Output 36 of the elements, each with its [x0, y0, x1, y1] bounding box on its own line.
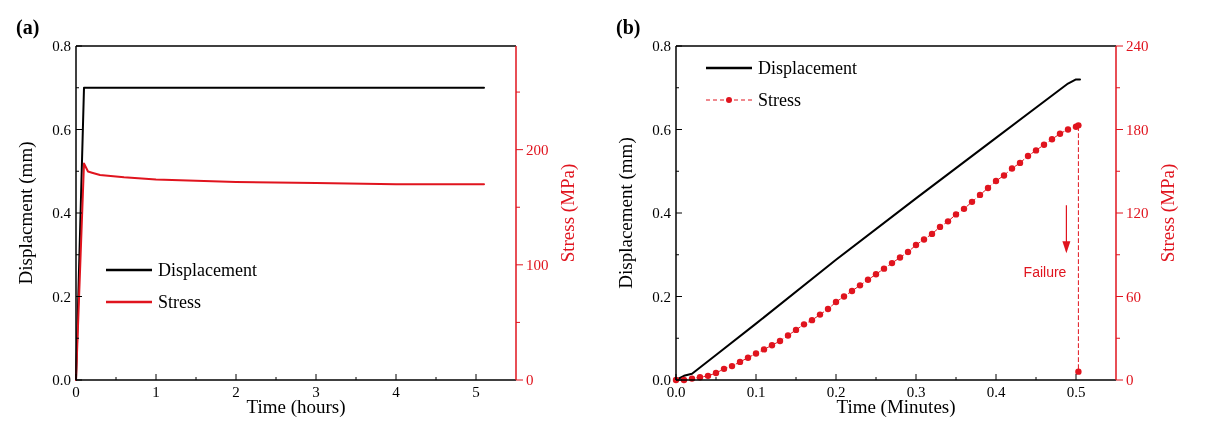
y2-tick-label: 60: [1126, 288, 1141, 305]
chart-title: (b): [616, 16, 641, 39]
annotation: Failure: [1023, 264, 1067, 281]
y2-tick-label: 0: [526, 372, 534, 388]
y-tick-label: 0.2: [52, 288, 71, 305]
y-tick-label: 0.8: [652, 38, 671, 54]
y-tick-label: 0.4: [52, 205, 72, 221]
y2-tick-label: 240: [1126, 38, 1149, 54]
y-tick-label: 0.6: [52, 121, 72, 138]
legend-label: Displacement: [758, 58, 857, 78]
y-tick-label: 0.6: [652, 121, 672, 138]
x-tick-label: 5: [472, 384, 480, 400]
y2-tick-label: 180: [1126, 121, 1149, 138]
y2-tick-label: 200: [526, 141, 549, 158]
y2-tick-label: 120: [1126, 205, 1149, 221]
chart-title: (a): [16, 16, 40, 39]
y2-axis-title: Stress (MPa): [557, 163, 579, 263]
y-axis-title: Displacment (mm): [15, 141, 37, 285]
legend-label: Stress: [758, 90, 802, 110]
y-tick-label: 0.2: [652, 288, 671, 305]
x-tick-label: 1: [152, 384, 160, 400]
y-axis-title: Displacement (mm): [615, 137, 637, 289]
y2-tick-label: 0: [1126, 372, 1134, 388]
y-tick-label: 0.0: [52, 372, 71, 388]
x-tick-label: 2: [232, 384, 240, 400]
y2-tick-label: 100: [526, 256, 549, 273]
x-tick-label: 0.1: [746, 384, 766, 400]
x-tick-label: 0.5: [1066, 384, 1086, 400]
x-tick-label: 0.4: [986, 384, 1006, 400]
y-tick-label: 0.4: [652, 205, 672, 221]
x-tick-label: 4: [392, 384, 401, 400]
legend-label: Displacement: [158, 260, 257, 280]
y2-axis-title: Stress (MPa): [1157, 163, 1179, 263]
x-tick-label: 0: [72, 384, 80, 400]
y-tick-label: 0.8: [52, 38, 71, 54]
legend-label: Stress: [158, 292, 202, 312]
